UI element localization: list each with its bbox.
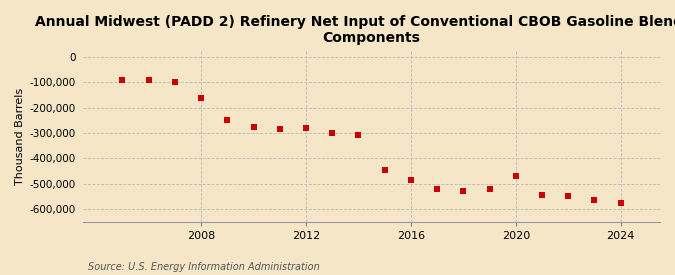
Y-axis label: Thousand Barrels: Thousand Barrels [15, 87, 25, 185]
Text: Source: U.S. Energy Information Administration: Source: U.S. Energy Information Administ… [88, 262, 319, 272]
Title: Annual Midwest (PADD 2) Refinery Net Input of Conventional CBOB Gasoline Blendin: Annual Midwest (PADD 2) Refinery Net Inp… [35, 15, 675, 45]
